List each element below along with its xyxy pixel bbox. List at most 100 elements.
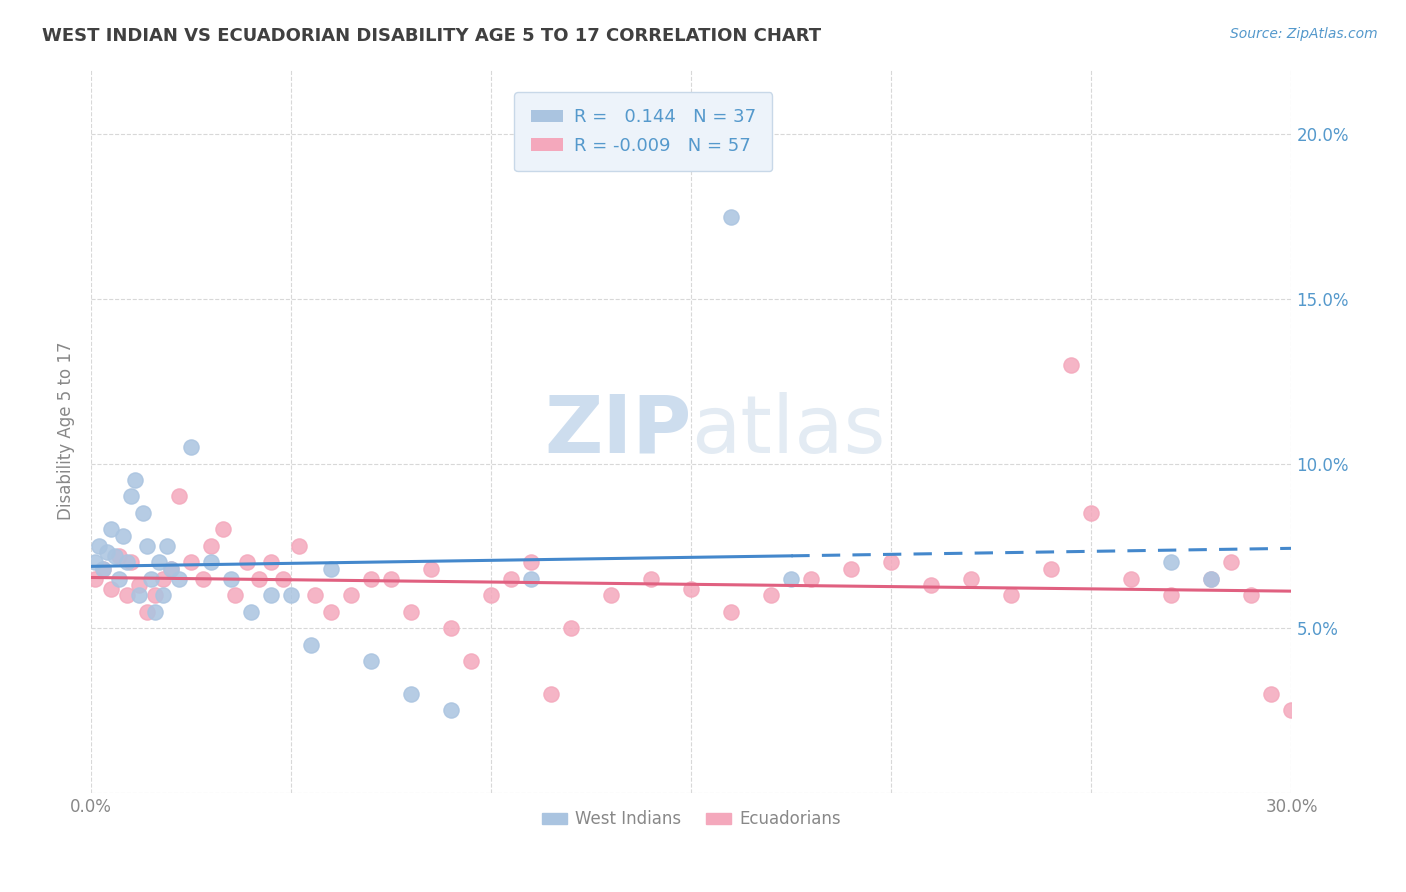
Point: [1040, 562, 1063, 576]
Point: [600, 588, 623, 602]
Point: [479, 588, 502, 602]
Point: [1080, 506, 1102, 520]
Point: [236, 555, 259, 569]
Point: [152, 572, 174, 586]
Point: [1160, 588, 1182, 602]
Point: [143, 588, 166, 602]
Point: [108, 572, 131, 586]
Point: [167, 572, 190, 586]
Point: [920, 578, 942, 592]
Point: [501, 572, 523, 586]
Point: [96, 545, 118, 559]
Point: [271, 572, 294, 586]
Point: [212, 522, 235, 536]
Point: [260, 588, 283, 602]
Point: [108, 549, 131, 563]
Point: [120, 555, 142, 569]
Point: [136, 539, 159, 553]
Point: [399, 687, 422, 701]
Point: [1121, 572, 1143, 586]
Point: [299, 638, 322, 652]
Point: [180, 555, 202, 569]
Point: [193, 572, 215, 586]
Point: [440, 621, 463, 635]
Point: [132, 506, 155, 520]
Point: [1201, 572, 1223, 586]
Point: [128, 588, 150, 602]
Point: [520, 572, 543, 586]
Point: [761, 588, 783, 602]
Point: [1260, 687, 1282, 701]
Y-axis label: Disability Age 5 to 17: Disability Age 5 to 17: [58, 342, 75, 520]
Point: [143, 605, 166, 619]
Point: [360, 654, 382, 668]
Point: [91, 562, 114, 576]
Point: [160, 562, 183, 576]
Point: [540, 687, 562, 701]
Point: [1201, 572, 1223, 586]
Point: [152, 588, 174, 602]
Point: [167, 490, 190, 504]
Point: [640, 572, 662, 586]
Point: [1160, 555, 1182, 569]
Point: [84, 555, 107, 569]
Point: [460, 654, 482, 668]
Point: [104, 549, 127, 563]
Point: [136, 605, 159, 619]
Point: [156, 539, 179, 553]
Point: [124, 473, 146, 487]
Point: [280, 588, 302, 602]
Point: [219, 572, 242, 586]
Point: [720, 605, 742, 619]
Point: [380, 572, 402, 586]
Text: atlas: atlas: [692, 392, 886, 469]
Point: [360, 572, 382, 586]
Point: [260, 555, 283, 569]
Point: [240, 605, 263, 619]
Point: [681, 582, 703, 596]
Text: ZIP: ZIP: [544, 392, 692, 469]
Text: Source: ZipAtlas.com: Source: ZipAtlas.com: [1230, 27, 1378, 41]
Point: [115, 555, 138, 569]
Point: [160, 562, 183, 576]
Point: [112, 529, 135, 543]
Point: [100, 522, 122, 536]
Point: [321, 605, 343, 619]
Point: [224, 588, 246, 602]
Point: [780, 572, 803, 586]
Point: [440, 703, 463, 717]
Point: [91, 562, 114, 576]
Point: [720, 210, 742, 224]
Point: [115, 588, 138, 602]
Point: [321, 562, 343, 576]
Point: [247, 572, 270, 586]
Point: [841, 562, 863, 576]
Point: [180, 440, 202, 454]
Point: [128, 578, 150, 592]
Point: [1240, 588, 1263, 602]
Point: [288, 539, 311, 553]
Text: WEST INDIAN VS ECUADORIAN DISABILITY AGE 5 TO 17 CORRELATION CHART: WEST INDIAN VS ECUADORIAN DISABILITY AGE…: [42, 27, 821, 45]
Point: [148, 555, 170, 569]
Point: [100, 582, 122, 596]
Point: [200, 555, 222, 569]
Point: [560, 621, 582, 635]
Point: [200, 539, 222, 553]
Point: [84, 572, 107, 586]
Point: [520, 555, 543, 569]
Point: [120, 490, 142, 504]
Point: [1000, 588, 1022, 602]
Legend: West Indians, Ecuadorians: West Indians, Ecuadorians: [534, 804, 848, 835]
Point: [960, 572, 983, 586]
Point: [304, 588, 326, 602]
Point: [340, 588, 363, 602]
Point: [420, 562, 443, 576]
Point: [399, 605, 422, 619]
Point: [89, 539, 111, 553]
Point: [1281, 703, 1303, 717]
Point: [800, 572, 823, 586]
Point: [880, 555, 903, 569]
Point: [1060, 358, 1083, 372]
Point: [141, 572, 163, 586]
Point: [1220, 555, 1243, 569]
